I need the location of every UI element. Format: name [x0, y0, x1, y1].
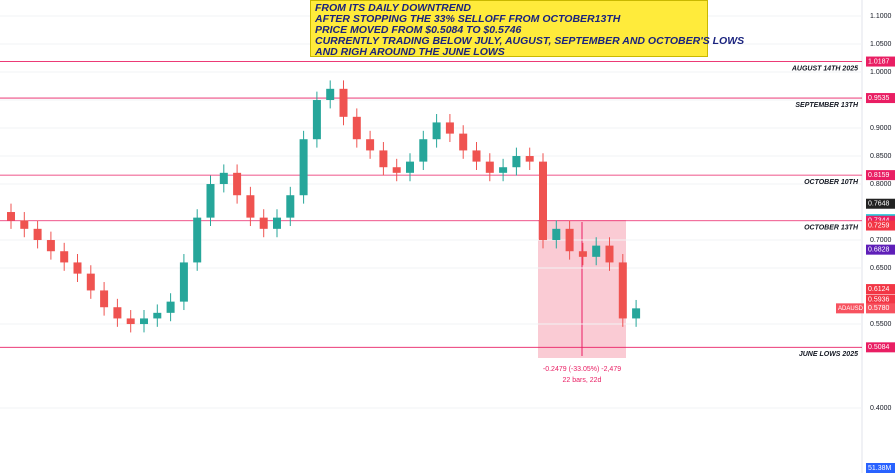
volume-tag	[866, 463, 895, 473]
price-tag-label: 0.7648	[868, 201, 890, 208]
candle-body	[326, 88, 335, 101]
level-label: AUGUST 14TH 2025	[791, 65, 858, 72]
candle-body	[512, 156, 521, 168]
candle-body	[33, 228, 42, 241]
y-tick-label: 0.8500	[870, 153, 892, 160]
symbol-label: ADAUSD	[838, 306, 864, 312]
candle-body	[113, 307, 122, 319]
level-label: SEPTEMBER 13TH	[795, 102, 859, 109]
level-label: OCTOBER 10TH	[804, 179, 859, 186]
candle-body	[578, 251, 587, 257]
measure-label-bg	[536, 362, 630, 386]
level-label: JUNE LOWS 2025	[799, 351, 858, 358]
price-tag	[866, 93, 895, 104]
price-tag-label: 0.8159	[868, 172, 890, 179]
candle-body	[312, 100, 321, 140]
candle-body	[153, 312, 162, 319]
candle-body	[379, 150, 388, 168]
candle-body	[219, 172, 228, 185]
candle-body	[299, 139, 308, 196]
candle-body	[286, 195, 295, 218]
y-tick-label: 0.7000	[870, 237, 892, 244]
symbol-tag	[836, 303, 864, 314]
candle-body	[592, 245, 601, 257]
candle-body	[485, 161, 494, 173]
candle-body	[126, 318, 135, 325]
price-tag-label: 1.0187	[868, 58, 890, 65]
price-tag	[866, 294, 895, 305]
price-tag-label: 0.5780	[868, 305, 890, 312]
candle-body	[100, 290, 109, 308]
price-tag-label: 0.5936	[868, 296, 890, 303]
price-tag	[866, 244, 895, 255]
candle-body	[432, 122, 441, 140]
candle-body	[246, 195, 255, 218]
candle-body	[46, 240, 55, 252]
price-tag-label: 0.7259	[868, 222, 890, 229]
measure-label: -0.2479 (-33.05%) -2,479	[543, 366, 621, 373]
y-tick-label: 0.6500	[870, 265, 892, 272]
candle-body	[392, 167, 401, 173]
candle-body	[406, 161, 414, 173]
price-tag	[866, 56, 895, 67]
candle-body	[539, 161, 547, 241]
candle-body	[565, 228, 574, 252]
candle-body	[525, 156, 534, 162]
y-tick-label: 1.0000	[870, 69, 892, 76]
candle-body	[445, 122, 454, 134]
candle-body	[419, 139, 428, 162]
price-tag-label: 0.9535	[868, 95, 890, 102]
annotation-line: FROM ITS DAILY DOWNTREND	[315, 2, 471, 14]
candle-body	[339, 88, 348, 117]
candle-body	[259, 217, 268, 229]
candle-body	[166, 301, 175, 313]
annotation-line: CURRENTLY TRADING BELOW JULY, AUGUST, SE…	[315, 35, 745, 47]
annotation-line: AFTER STOPPING THE 33% SELLOFF FROM OCTO…	[315, 13, 621, 25]
candle-body	[472, 150, 481, 162]
price-tag	[866, 220, 895, 231]
candle-body	[552, 228, 561, 241]
y-tick-label: 0.4000	[870, 405, 892, 412]
candle-body	[206, 184, 215, 218]
annotation-line: PRICE MOVED FROM $0.5084 TO $0.5746	[315, 24, 522, 36]
candle-body	[140, 318, 148, 325]
candle-body	[233, 172, 242, 196]
annotation: FROM ITS DAILY DOWNTREND AFTER STOPPING …	[310, 0, 745, 58]
y-tick-label: 0.8000	[870, 181, 892, 188]
candle-body	[7, 212, 15, 221]
price-tag-label: 0.6828	[868, 247, 890, 254]
candle-body	[60, 251, 69, 263]
candle-body	[459, 133, 468, 151]
candle-body	[632, 308, 641, 319]
volume-label: 51.38M	[868, 465, 892, 472]
candle-body	[605, 245, 614, 263]
candle-body	[273, 217, 281, 229]
price-tag	[866, 284, 895, 295]
price-tag	[866, 342, 895, 353]
y-tick-label: 0.5500	[870, 321, 892, 328]
candle-body	[193, 217, 202, 263]
measure-label: 22 bars, 22d	[563, 377, 602, 384]
y-tick-label: 1.1000	[870, 13, 892, 20]
level-label: OCTOBER 13TH	[804, 225, 859, 232]
candle-body	[618, 262, 627, 319]
annotation-line: AND RIGH AROUND THE JUNE LOWS	[315, 46, 505, 58]
price-tag	[866, 198, 895, 209]
candle-body	[20, 220, 29, 229]
price-tag	[866, 303, 895, 314]
y-tick-label: 1.0500	[870, 41, 892, 48]
candle-body	[179, 262, 188, 302]
candle-body	[73, 262, 82, 274]
price-tag	[866, 170, 895, 181]
candle-body	[366, 139, 375, 151]
price-tag-label: 0.6124	[868, 286, 890, 293]
price-tag-label: 0.5084	[868, 344, 890, 351]
y-tick-label: 0.9000	[870, 125, 892, 132]
candle-body	[352, 116, 361, 140]
candle-body	[499, 167, 508, 173]
candle-body	[86, 273, 95, 291]
